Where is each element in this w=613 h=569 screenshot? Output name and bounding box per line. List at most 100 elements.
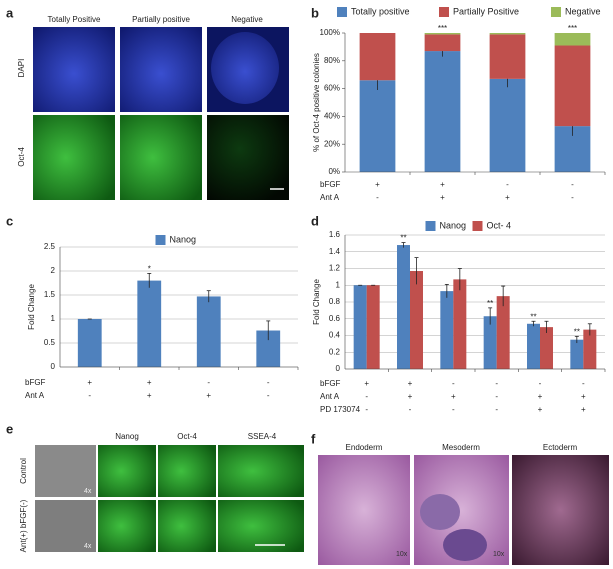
condition-value: - <box>267 378 270 387</box>
legend-label: Negative <box>565 6 601 16</box>
y-tick-label: 0% <box>328 167 340 176</box>
bar <box>440 291 454 369</box>
column-label: Nanog <box>115 432 139 441</box>
bar <box>397 245 410 369</box>
legend-swatch <box>439 7 449 17</box>
condition-value: + <box>440 193 445 202</box>
condition-value: + <box>364 379 369 388</box>
condition-value: + <box>408 392 413 401</box>
condition-name: Ant A <box>25 391 45 400</box>
bar <box>527 323 540 369</box>
condition-value: + <box>87 378 92 387</box>
y-axis-label: Fold Change <box>27 284 36 330</box>
legend-swatch <box>472 221 483 231</box>
condition-value: - <box>495 405 498 414</box>
condition-value: + <box>147 391 152 400</box>
bar <box>540 327 553 369</box>
bar <box>196 296 221 367</box>
bar <box>410 271 423 369</box>
bar <box>489 78 526 172</box>
panel-label: f <box>311 431 316 446</box>
image <box>35 445 96 497</box>
panel-label: a <box>6 5 14 20</box>
bar <box>496 296 510 369</box>
condition-value: - <box>571 180 574 189</box>
condition-value: - <box>365 405 368 414</box>
condition-value: - <box>582 379 585 388</box>
row-label: Ant(+) bFGF(-) <box>19 499 28 552</box>
y-tick-label: 2 <box>51 266 56 275</box>
image <box>120 115 202 200</box>
condition-name: Ant A <box>320 392 340 401</box>
image <box>218 500 304 552</box>
y-tick-label: 0.2 <box>329 347 341 356</box>
y-tick-label: 100% <box>320 28 340 37</box>
y-tick-label: 0.8 <box>329 297 341 306</box>
column-label: Mesoderm <box>442 443 480 452</box>
condition-value: + <box>206 391 211 400</box>
image <box>318 455 410 565</box>
legend-label: Nanog <box>170 234 197 244</box>
condition-value: + <box>581 392 586 401</box>
legend-swatch <box>425 221 436 231</box>
image <box>443 529 487 561</box>
y-tick-label: 20% <box>324 139 340 148</box>
magnification: 10x <box>493 551 505 558</box>
bar <box>554 45 591 127</box>
bar <box>583 329 597 369</box>
annotation: ** <box>400 234 406 243</box>
condition-value: + <box>505 193 510 202</box>
bar <box>256 330 281 367</box>
image <box>158 445 216 497</box>
bar <box>453 279 467 369</box>
bar <box>366 285 380 369</box>
legend-swatch <box>551 7 561 17</box>
bar <box>137 280 162 367</box>
condition-value: - <box>88 391 91 400</box>
y-tick-label: 0.4 <box>329 331 341 340</box>
image <box>420 494 460 530</box>
condition-value: + <box>147 378 152 387</box>
y-tick-label: 0.6 <box>329 314 341 323</box>
y-tick-label: 1.4 <box>329 247 341 256</box>
bar <box>570 339 584 369</box>
condition-value: - <box>267 391 270 400</box>
column-label: Totally Positive <box>48 15 101 24</box>
panel-label: d <box>311 213 319 228</box>
condition-value: + <box>451 392 456 401</box>
legend-label: Totally positive <box>351 6 410 16</box>
y-tick-label: 1.5 <box>44 290 56 299</box>
y-tick-label: 80% <box>324 56 340 65</box>
annotation: ** <box>530 312 536 321</box>
annotation: *** <box>438 24 447 33</box>
row-label: Oct-4 <box>17 147 26 167</box>
legend-label: Nanog <box>440 220 467 230</box>
y-axis-label: % of Oct-4 positive colonies <box>312 53 321 152</box>
row-label: Control <box>19 458 28 484</box>
column-label: Ectoderm <box>543 443 578 452</box>
bar <box>353 285 367 369</box>
condition-value: + <box>375 180 380 189</box>
bar <box>424 51 461 172</box>
image <box>211 32 279 104</box>
image <box>512 455 609 565</box>
y-tick-label: 0 <box>51 362 56 371</box>
legend-label: Partially Positive <box>453 6 519 16</box>
image <box>33 27 115 112</box>
annotation: ** <box>487 299 493 308</box>
condition-value: - <box>207 378 210 387</box>
image <box>98 445 156 497</box>
panel-label: b <box>311 5 319 20</box>
image <box>120 27 202 112</box>
y-axis-label: Fold Change <box>312 279 321 325</box>
condition-value: - <box>495 392 498 401</box>
image <box>218 445 304 497</box>
condition-value: + <box>440 180 445 189</box>
magnification: 10x <box>396 551 408 558</box>
image <box>35 500 96 552</box>
bar <box>489 33 526 35</box>
y-tick-label: 1 <box>336 280 341 289</box>
condition-name: bFGF <box>25 378 46 387</box>
condition-name: bFGF <box>320 180 341 189</box>
image <box>98 500 156 552</box>
